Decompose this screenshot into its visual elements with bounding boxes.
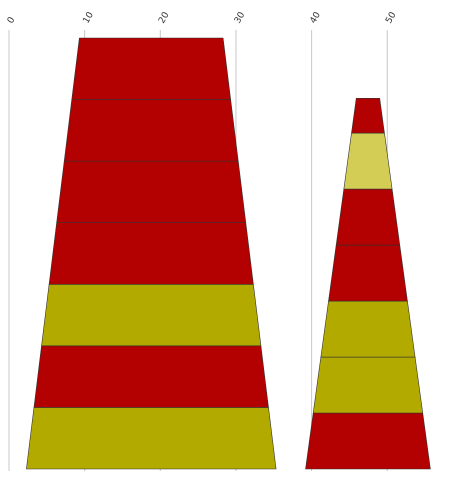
bar-layer bbox=[26, 37, 431, 470]
funnel-1-segment-1 bbox=[26, 407, 277, 470]
funnel-2-segment-7 bbox=[351, 98, 385, 134]
funnel-2 bbox=[305, 98, 431, 470]
funnel-2-segment-4 bbox=[328, 244, 408, 302]
funnel-1-segment-7 bbox=[71, 37, 231, 100]
funnel-1 bbox=[26, 37, 277, 470]
x-tick-label-10: 10 bbox=[82, 10, 97, 25]
x-tick-label-40: 40 bbox=[309, 10, 324, 25]
funnel-2-segment-2 bbox=[312, 356, 424, 414]
funnel-2-segment-6 bbox=[343, 132, 393, 190]
funnel-1-segment-4 bbox=[48, 222, 254, 285]
funnel-2-segment-5 bbox=[335, 188, 401, 246]
funnel-2-segment-1 bbox=[305, 412, 431, 470]
x-tick-label-20: 20 bbox=[157, 10, 172, 25]
x-tick-label-0: 0 bbox=[6, 15, 18, 25]
funnel-1-segment-6 bbox=[63, 99, 239, 162]
x-axis-ticks: 0 10 20 30 40 50 bbox=[6, 10, 399, 25]
funnel-1-segment-2 bbox=[33, 345, 269, 408]
x-tick-label-30: 30 bbox=[233, 10, 248, 25]
funnel-1-segment-3 bbox=[41, 283, 262, 347]
funnel-2-segment-3 bbox=[320, 300, 416, 358]
x-tick-label-50: 50 bbox=[384, 10, 399, 25]
funnel-1-segment-5 bbox=[56, 160, 247, 224]
